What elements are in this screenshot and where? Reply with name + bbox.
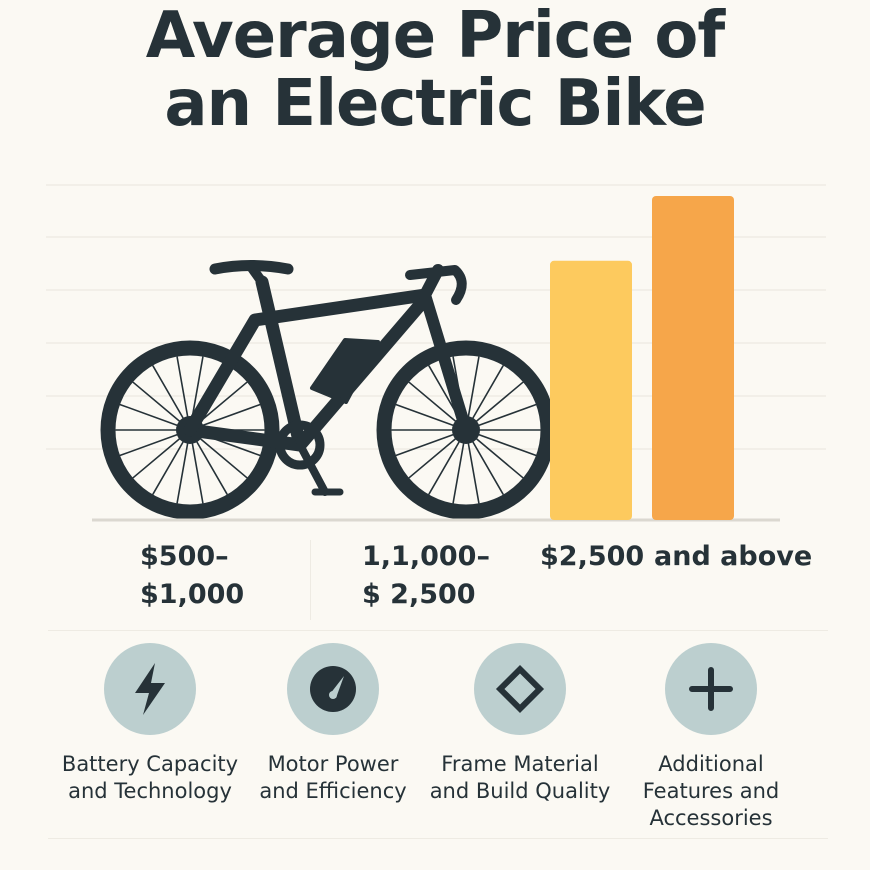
price-label-500-1000: $500– $1,000 [140, 541, 245, 610]
price-label-2500: $2,500 [540, 541, 645, 572]
section-divider [48, 630, 828, 631]
title-line-1: Average Price of [145, 0, 725, 73]
electric-bike-illustration [100, 260, 556, 520]
title-line-2: an Electric Bike [164, 67, 706, 141]
factor-label: Battery Capacity and Technology [61, 752, 239, 803]
price-label-1000-2500: 1,1,000– $ 2,500 [362, 541, 490, 610]
chart-title: Average Price of an Electric Bike [0, 2, 870, 138]
label-divider [310, 540, 311, 620]
bar-4 [652, 196, 734, 520]
factor-motor: Motor Power and Efficiency [233, 643, 433, 805]
price-chart [46, 184, 826, 522]
factor-label: Frame Material and Build Quality [429, 752, 611, 803]
factor-label: Additional Features and Accessories [642, 752, 780, 830]
factor-frame: Frame Material and Build Quality [420, 643, 620, 805]
bars [550, 196, 734, 520]
plus-icon [665, 643, 757, 735]
gauge-icon [287, 643, 379, 735]
price-label-above: and above [654, 541, 813, 572]
diamond-icon [474, 643, 566, 735]
factor-accessories: Additional Features and Accessories [611, 643, 811, 832]
lightning-icon [104, 643, 196, 735]
factor-label: Motor Power and Efficiency [259, 752, 407, 803]
bottom-divider [48, 838, 828, 839]
bar-3 [550, 260, 632, 520]
factor-battery: Battery Capacity and Technology [50, 643, 250, 805]
